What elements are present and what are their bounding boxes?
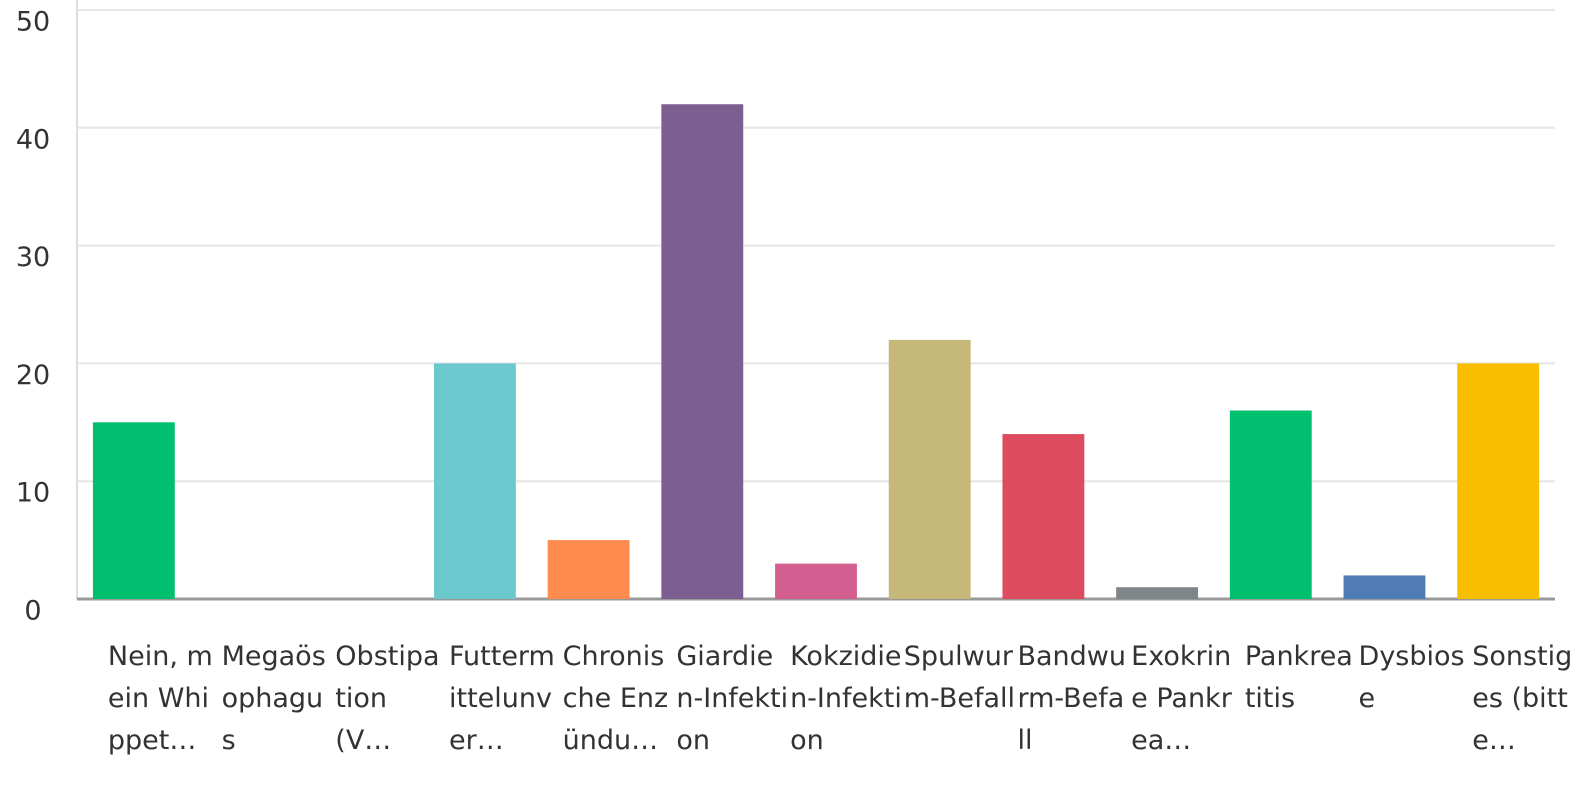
bar xyxy=(661,104,744,600)
bar xyxy=(888,339,971,599)
x-tick-label: Nein, mein Whippet… xyxy=(107,641,213,756)
bar xyxy=(1116,587,1199,599)
bar xyxy=(775,563,857,599)
x-tick-label: Megaösophagus xyxy=(221,641,326,756)
bar xyxy=(1229,410,1312,599)
bar xyxy=(1343,575,1426,599)
x-tick-label: Kokzidien-Infektion xyxy=(790,641,902,756)
bar xyxy=(433,363,516,599)
x-tick-label: Obstipation (V… xyxy=(335,641,440,756)
x-tick-label: Sonstiges (bitte… xyxy=(1472,641,1573,756)
bar xyxy=(92,422,175,599)
x-tick-label: Dysbiose xyxy=(1358,641,1465,714)
x-tick-label: Bandwurm-Befall xyxy=(1017,641,1126,756)
x-tick-label: Spulwurm-Befall xyxy=(903,641,1016,714)
y-tick-label: 50 xyxy=(16,7,50,38)
x-tick-label: Giardien-Infektion xyxy=(676,641,789,756)
bar xyxy=(1002,434,1085,599)
x-tick-label: Futtermittelunver… xyxy=(448,641,555,756)
y-tick-label: 30 xyxy=(16,242,50,273)
y-tick-label: 0 xyxy=(24,596,41,627)
y-tick-label: 40 xyxy=(16,124,50,155)
y-tick-label: 20 xyxy=(16,360,50,391)
y-tick-label: 10 xyxy=(16,478,50,509)
bar xyxy=(547,540,630,599)
bar xyxy=(1457,363,1540,599)
x-tick-label: Pankreatitis xyxy=(1244,641,1353,714)
x-tick-label: Chronische Enzündu… xyxy=(562,641,669,756)
x-tick-label: Exokrine Pankrea… xyxy=(1131,641,1232,756)
